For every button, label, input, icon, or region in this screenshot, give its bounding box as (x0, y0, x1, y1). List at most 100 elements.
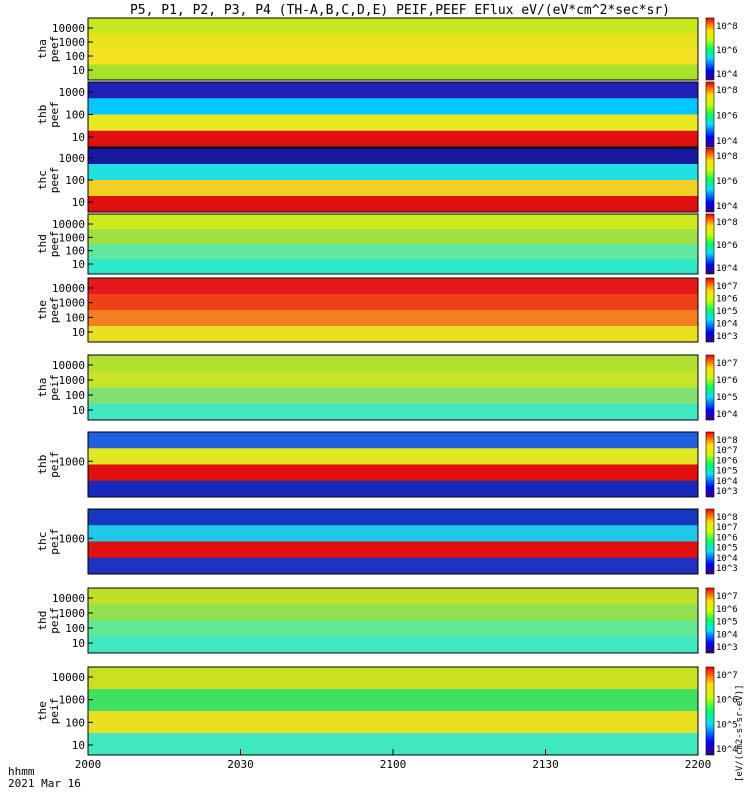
tha-peef-ytick-3: 10 (72, 64, 85, 77)
thd-peef-ytick-3: 10 (72, 258, 85, 271)
thd-peif-cbar-tick-3: 10^4 (716, 630, 738, 640)
thc-peef-band-0 (88, 148, 698, 165)
thb-peef-cbar-tick-1: 10^6 (716, 112, 738, 122)
tha-peif-ytick-1: 1000 (59, 374, 86, 387)
thd-peef-band-2 (88, 244, 698, 260)
the-peef-cbar-tick-3: 10^4 (716, 320, 738, 330)
the-peef-band-2 (88, 310, 698, 327)
tha-peif-frame (87, 354, 699, 421)
thd-peif-cbar-tick-2: 10^5 (716, 618, 738, 628)
thc-peef-band-3 (88, 196, 698, 213)
figure-title: P5, P1, P2, P3, P4 (TH-A,B,C,D,E) PEIF,P… (130, 3, 670, 18)
thd-peif-label-top: thd (36, 611, 49, 631)
the-peef-ytick-1: 1000 (59, 297, 86, 310)
thd-peif-cbar-tick-1: 10^6 (716, 605, 738, 615)
thd-peef-cbar-tick-0: 10^8 (716, 218, 738, 228)
thc-peef-band-2 (88, 180, 698, 197)
thc-peif-colorbar (705, 508, 715, 575)
tha-peif-label-top: tha (36, 378, 49, 398)
thd-peif-panel: 10000 1000 100 10 thd peif 10^7 10^6 10^5 10^4 10^… (36, 587, 738, 654)
the-peif-cbar-tick-2: 10^5 (716, 720, 738, 730)
the-peif-cbar-tick-3: 10^4 (716, 745, 738, 755)
thc-peif-cbar-tick-4: 10^4 (716, 554, 738, 564)
tha-peef-colorbar (705, 17, 715, 81)
tha-peef-cbar-tick-0: 10^8 (716, 22, 738, 32)
the-peef-band-1 (88, 294, 698, 311)
thb-peif-colorbar (705, 431, 715, 498)
thc-peef-band-1 (88, 164, 698, 181)
x-unit-label: hhmm (8, 765, 35, 778)
the-peif-panel: 10000 1000 100 10 the peif 10^7 10^6 10^5 10^4 (36, 666, 738, 756)
thc-peif-cbar-tick-2: 10^6 (716, 533, 738, 543)
the-peif-cbar-tick-1: 10^6 (716, 696, 738, 706)
thd-peef-colorbar (705, 213, 715, 275)
thb-peif-band-1 (88, 448, 698, 465)
the-peif-band-2 (88, 711, 698, 734)
thd-peef-label-top: thd (36, 234, 49, 254)
thd-peif-frame (87, 587, 699, 654)
thd-peef-cbar-tick-2: 10^4 (716, 264, 738, 274)
tha-peif-label-bottom: peif (48, 374, 61, 401)
thc-peef-ytick-1: 100 (65, 174, 85, 187)
thd-peef-ytick-0: 10000 (52, 218, 85, 231)
the-peef-ytick-2: 100 (65, 311, 85, 324)
thc-peef-ytick-0: 1000 (59, 152, 86, 165)
thb-peef-ytick-2: 10 (72, 131, 85, 144)
thb-peif-panel: 1000 thb peif 10^810^710^610^510^410^3 (36, 431, 738, 498)
thd-peif-ytick-2: 100 (65, 622, 85, 635)
thb-peef-ytick-1: 100 (65, 109, 85, 122)
thc-peif-cbar-tick-3: 10^5 (716, 544, 738, 554)
thd-peif-band-1 (88, 604, 698, 621)
tha-peef-cbar-tick-1: 10^6 (716, 46, 738, 56)
thc-peif-cbar-tick-0: 10^8 (716, 513, 738, 523)
the-peif-ytick-2: 100 (65, 716, 85, 729)
thd-peef-band-1 (88, 229, 698, 245)
thd-peef-frame (87, 213, 699, 275)
thb-peef-band-3 (88, 130, 698, 148)
thb-peif-cbar-tick-5: 10^3 (716, 487, 738, 497)
thd-peef-band-0 (88, 214, 698, 230)
x-tick-0: 2000 (75, 758, 102, 771)
thd-peif-band-0 (88, 588, 698, 605)
tha-peif-band-0 (88, 355, 698, 372)
the-peef-cbar-tick-2: 10^5 (716, 307, 738, 317)
thb-peef-colorbar (705, 81, 715, 148)
thc-peif-frame (87, 508, 699, 575)
the-peef-colorbar (705, 277, 715, 343)
thd-peif-ytick-1: 1000 (59, 607, 86, 620)
thb-peef-band-0 (88, 82, 698, 99)
tha-peif-colorbar (705, 354, 715, 421)
tha-peif-cbar-tick-0: 10^7 (716, 359, 738, 369)
thb-peif-band-0 (88, 432, 698, 449)
tha-peef-ytick-0: 10000 (52, 22, 85, 35)
x-tick-2: 2100 (380, 758, 407, 771)
thc-peef-cbar-tick-1: 10^6 (716, 177, 738, 187)
thb-peif-frame (87, 431, 699, 498)
thb-peif-cbar-tick-4: 10^4 (716, 477, 738, 487)
thc-peef-label-bottom: peef (48, 167, 61, 194)
thb-peef-label-bottom: peef (48, 101, 61, 128)
thd-peef-label-bottom: peef (48, 231, 61, 258)
thb-peif-ytick-0: 1000 (59, 455, 86, 468)
thb-peif-label-top: thb (36, 455, 49, 475)
thb-peif-label-bottom: peif (48, 451, 61, 478)
tha-peif-band-2 (88, 387, 698, 405)
the-peef-label-top: the (36, 300, 49, 320)
tha-peif-ytick-3: 10 (72, 404, 85, 417)
colorbar-label: [eV/(cm2-s-sr-eV)] (735, 684, 745, 782)
thb-peif-cbar-tick-1: 10^7 (716, 446, 738, 456)
the-peif-label-top: the (36, 701, 49, 721)
thb-peif-cbar-tick-2: 10^6 (716, 456, 738, 466)
thb-peif-band-2 (88, 464, 698, 482)
the-peif-ytick-1: 1000 (59, 694, 86, 707)
the-peif-band-0 (88, 667, 698, 690)
thd-peef-band-3 (88, 259, 698, 275)
thc-peif-panel: 1000 thc peif 10^810^710^610^510^410^3 (36, 508, 738, 575)
thc-peif-band-2 (88, 541, 698, 559)
thd-peif-band-3 (88, 636, 698, 654)
tha-peif-ytick-2: 100 (65, 389, 85, 402)
the-peef-label-bottom: peef (48, 297, 61, 324)
